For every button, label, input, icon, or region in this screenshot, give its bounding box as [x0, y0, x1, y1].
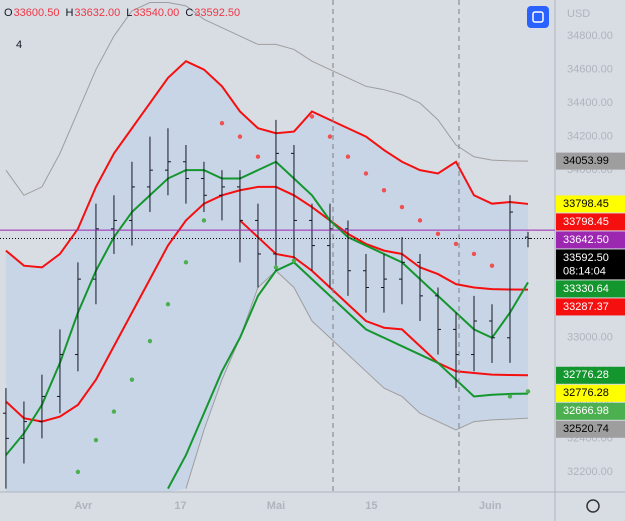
sar-dot — [363, 171, 369, 176]
y-tick-label: 33000.00 — [567, 332, 613, 344]
price-label-box — [556, 366, 625, 384]
indicator-line — [5, 185, 529, 423]
sar-dot — [237, 134, 243, 139]
price-label: 33798.45 — [563, 216, 609, 228]
sar-dot — [525, 389, 531, 394]
legend-value: 33600.50 — [14, 7, 60, 19]
y-tick-label: 34400.00 — [567, 97, 613, 109]
price-label: 32666.98 — [563, 405, 609, 417]
price-label: 33642.50 — [563, 234, 609, 246]
price-label-box — [556, 402, 625, 420]
price-label-box — [556, 298, 625, 316]
price-label-box — [556, 384, 625, 402]
sar-dot — [327, 134, 333, 139]
price-label: 32520.74 — [563, 423, 609, 435]
indicator-line — [5, 160, 529, 456]
sar-dot — [453, 241, 459, 247]
indicator-line — [239, 219, 529, 377]
price-label-box — [556, 280, 625, 298]
y-tick-label: 32200.00 — [567, 466, 613, 478]
x-tick-label: Avr — [74, 500, 93, 512]
sar-dot — [111, 409, 117, 414]
sar-dot — [75, 469, 81, 475]
sar-dot — [471, 251, 477, 257]
sar-dot — [165, 302, 171, 307]
price-label-time: 08:14:04 — [563, 265, 606, 277]
sar-dot — [273, 265, 279, 270]
price-label: 33287.37 — [563, 301, 609, 313]
y-tick-label: 34600.00 — [567, 63, 613, 75]
legend-key: O — [4, 7, 13, 19]
header: O 33600.50 H 33632.00 L 33540.00 C 33592.50 — [4, 7, 240, 19]
sar-dot — [507, 394, 513, 399]
indicator-line — [5, 59, 529, 269]
sar-dot — [255, 154, 261, 159]
price-label-box — [556, 195, 625, 213]
price-label-box — [556, 231, 625, 249]
y-tick-label: 34200.00 — [567, 131, 613, 143]
legend-value: 33592.50 — [194, 7, 240, 19]
currency-label: USD — [567, 8, 590, 20]
sar-dot — [399, 204, 405, 210]
band-fill — [5, 61, 528, 492]
x-tick-label: 15 — [365, 500, 377, 512]
price-label-box — [556, 213, 625, 231]
price-label-box — [556, 249, 625, 280]
sar-dot — [435, 231, 441, 237]
legend-key: L — [126, 7, 132, 19]
legend-value: 33632.00 — [74, 7, 120, 19]
sar-dot — [147, 338, 153, 344]
sar-dot — [219, 121, 225, 126]
sar-dot — [309, 114, 315, 119]
price-label: 32776.28 — [563, 387, 609, 399]
sar-dot — [93, 437, 99, 443]
indicator-line — [167, 261, 529, 490]
price-label: 33798.45 — [563, 198, 609, 210]
legend-key: C — [185, 7, 193, 19]
price-label: 33330.64 — [563, 283, 609, 295]
x-tick-label: Mai — [267, 500, 285, 512]
legend-value: 33540.00 — [133, 7, 179, 19]
sar-dot — [129, 377, 135, 382]
x-tick-label: Juin — [479, 500, 502, 512]
y-tick-label: 34800.00 — [567, 30, 613, 42]
settings-button[interactable] — [527, 6, 549, 28]
plot — [2, 2, 531, 492]
sar-dot — [183, 260, 189, 265]
price-label: 34053.99 — [563, 155, 609, 167]
price-label-box — [556, 420, 625, 438]
legend-key: H — [65, 7, 73, 19]
price-label: 33592.50 — [563, 252, 609, 264]
gear-icon[interactable] — [586, 499, 600, 513]
sar-dot — [291, 258, 297, 263]
interval-label: 4 — [16, 39, 22, 51]
sar-dot — [381, 188, 387, 193]
button-icon — [532, 11, 544, 23]
sar-dot — [201, 218, 207, 223]
sar-dot — [489, 263, 495, 268]
indicator-line — [5, 2, 529, 196]
price-label: 32776.28 — [563, 369, 609, 381]
price-label-box — [556, 152, 625, 170]
sar-dot — [345, 154, 351, 159]
sar-dot — [417, 218, 423, 223]
x-tick-label: 17 — [174, 500, 186, 512]
